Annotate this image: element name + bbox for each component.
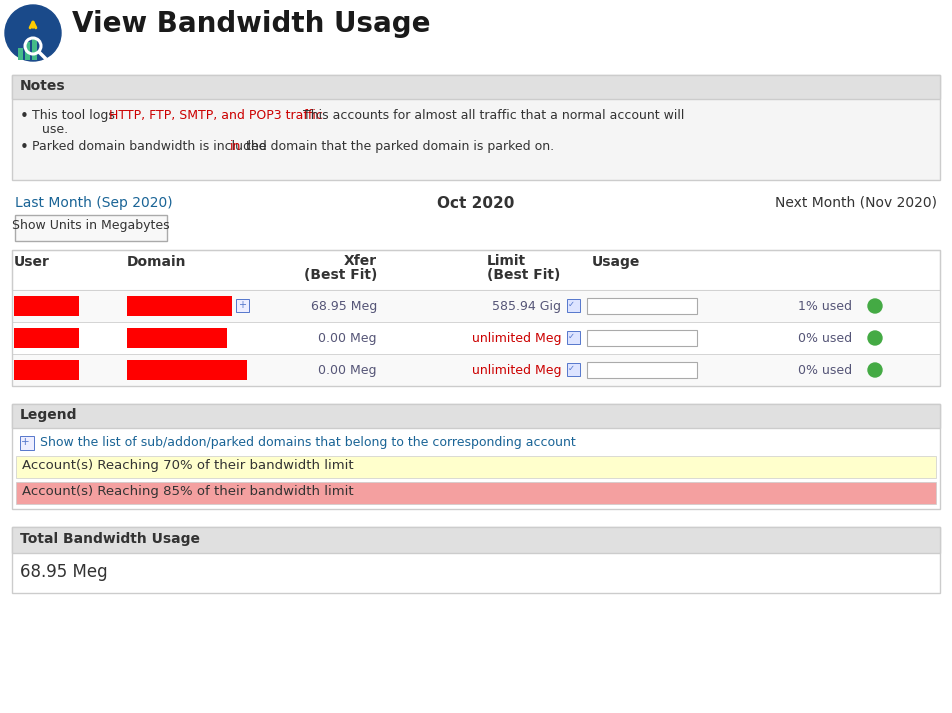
Text: ✓: ✓: [568, 332, 575, 341]
Bar: [567, 363, 580, 376]
Text: 68.95 Meg: 68.95 Meg: [20, 563, 108, 581]
Text: Domain: Domain: [127, 255, 187, 269]
Bar: [12, 290, 940, 322]
Bar: [12, 75, 940, 180]
Text: +: +: [21, 437, 30, 447]
Bar: [567, 299, 580, 312]
Bar: [15, 215, 167, 241]
Text: Notes: Notes: [20, 79, 66, 93]
Text: unlimited Meg: unlimited Meg: [471, 364, 561, 377]
Text: Limit: Limit: [487, 254, 526, 268]
Text: Legend: Legend: [20, 408, 77, 422]
Text: Parked domain bandwidth is included: Parked domain bandwidth is included: [32, 140, 270, 153]
Bar: [587, 362, 697, 378]
Text: Xfer: Xfer: [344, 254, 377, 268]
Text: 0.00 Meg: 0.00 Meg: [319, 364, 377, 377]
Bar: [587, 330, 697, 346]
Bar: [587, 298, 697, 314]
Circle shape: [5, 5, 61, 61]
Bar: [567, 331, 580, 344]
Text: •: •: [20, 109, 29, 124]
Bar: [12, 404, 940, 428]
Text: Account(s) Reaching 85% of their bandwidth limit: Account(s) Reaching 85% of their bandwid…: [22, 485, 353, 498]
Bar: [25, 42, 30, 60]
Text: Show the list of sub/addon/parked domains that belong to the corresponding accou: Show the list of sub/addon/parked domain…: [40, 436, 576, 449]
Text: in: in: [230, 140, 242, 153]
Text: use.: use.: [42, 123, 69, 136]
Bar: [12, 250, 940, 290]
Text: Total Bandwidth Usage: Total Bandwidth Usage: [20, 532, 200, 546]
Text: 585.94 Gig: 585.94 Gig: [492, 300, 561, 313]
Text: unlimited Meg: unlimited Meg: [471, 332, 561, 345]
Text: Account(s) Reaching 70% of their bandwidth limit: Account(s) Reaching 70% of their bandwid…: [22, 459, 353, 472]
Text: ✓: ✓: [568, 300, 575, 309]
Text: 1% used: 1% used: [798, 300, 852, 313]
Bar: [14, 328, 79, 348]
Bar: [12, 250, 940, 386]
Bar: [127, 360, 247, 380]
Text: the domain that the parked domain is parked on.: the domain that the parked domain is par…: [242, 140, 554, 153]
Text: 0% used: 0% used: [798, 332, 852, 345]
Text: HTTP, FTP, SMTP, and POP3 traffic.: HTTP, FTP, SMTP, and POP3 traffic.: [109, 109, 327, 122]
Text: Next Month (Nov 2020): Next Month (Nov 2020): [775, 196, 937, 210]
Text: +: +: [238, 300, 246, 310]
Text: 68.95 Meg: 68.95 Meg: [310, 300, 377, 313]
Text: This tool logs: This tool logs: [32, 109, 119, 122]
Bar: [127, 328, 227, 348]
Text: ✓: ✓: [568, 364, 575, 373]
Bar: [20, 436, 34, 450]
Text: View Bandwidth Usage: View Bandwidth Usage: [72, 10, 430, 38]
Text: User: User: [14, 255, 50, 269]
Bar: [12, 322, 940, 354]
Circle shape: [868, 363, 882, 377]
Bar: [12, 354, 940, 386]
Text: Show Units in Megabytes: Show Units in Megabytes: [12, 219, 169, 232]
Circle shape: [868, 299, 882, 313]
Text: Last Month (Sep 2020): Last Month (Sep 2020): [15, 196, 172, 210]
Text: Oct 2020: Oct 2020: [437, 196, 515, 211]
Bar: [12, 404, 940, 509]
Bar: [16, 456, 936, 478]
Bar: [127, 296, 232, 316]
Bar: [12, 527, 940, 593]
Text: 0% used: 0% used: [798, 364, 852, 377]
Text: 0.00 Meg: 0.00 Meg: [319, 332, 377, 345]
Text: This accounts for almost all traffic that a normal account will: This accounts for almost all traffic tha…: [299, 109, 684, 122]
Bar: [12, 527, 940, 553]
Text: (Best Fit): (Best Fit): [304, 268, 377, 282]
Bar: [14, 296, 79, 316]
Text: (Best Fit): (Best Fit): [487, 268, 561, 282]
Bar: [236, 299, 249, 312]
Bar: [32, 38, 37, 60]
Bar: [18, 48, 23, 60]
Bar: [16, 482, 936, 504]
Bar: [12, 75, 940, 99]
Text: •: •: [20, 140, 29, 155]
Bar: [14, 360, 79, 380]
Text: Usage: Usage: [592, 255, 641, 269]
Circle shape: [868, 331, 882, 345]
